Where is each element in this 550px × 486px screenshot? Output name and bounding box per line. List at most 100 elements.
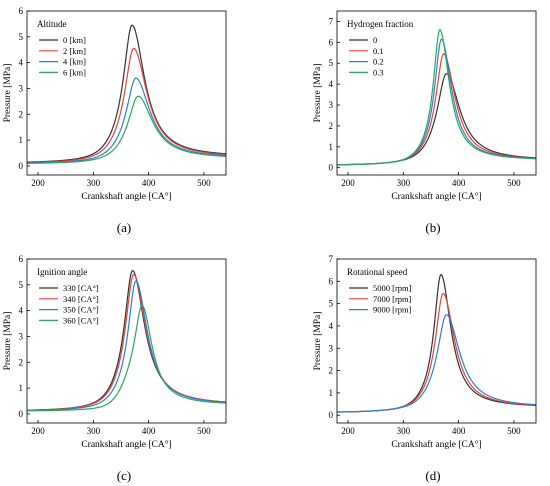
series-line-1 [336, 273, 537, 413]
legend-entry-3: 0.2 [373, 57, 384, 67]
chart-panel-1: 200 300 400 500 0 1 2 3 4 5 6 Crankshaft angle [CA°… [3, 6, 227, 235]
y-tick-label: 5 [19, 32, 24, 42]
series-line-4 [336, 29, 537, 166]
series-group [336, 29, 537, 166]
x-axis-label: Crankshaft angle [CA°] [391, 439, 481, 450]
y-tick-label: 5 [19, 280, 24, 290]
y-tick-label: 0 [329, 163, 334, 173]
y-tick-label: 1 [19, 135, 24, 145]
y-tick-label: 4 [329, 321, 334, 331]
x-tick-label: 500 [507, 426, 521, 436]
legend: Ignition angle 330 [CA°]340 [CA°]350 [CA°… [37, 267, 99, 325]
y-tick-label: 6 [329, 37, 334, 47]
x-tick-label: 400 [142, 178, 156, 188]
series-line-3 [336, 38, 537, 166]
legend: Altitude 0 [km]2 [km]4 [km]6 [km] [37, 19, 86, 77]
plot-frame [26, 258, 227, 424]
panel-label: (d) [425, 468, 440, 483]
x-tick-label: 300 [87, 178, 101, 188]
y-tick-label: 2 [329, 121, 334, 131]
legend: Rotational speed 5000 [rpm]7000 [rpm]9000… [347, 267, 412, 315]
x-tick-label: 300 [397, 178, 411, 188]
panel-label: (b) [425, 220, 440, 235]
series-line-1 [336, 73, 537, 166]
y-tick-label: 5 [329, 58, 334, 68]
y-axis-label: Pressure [MPa] [3, 312, 13, 371]
y-tick-label: 1 [329, 142, 334, 152]
x-tick-label: 300 [87, 426, 101, 436]
legend-entry-3: 9000 [rpm] [373, 305, 412, 315]
y-tick-label: 0 [19, 409, 24, 419]
x-axis-label: Crankshaft angle [CA°] [391, 191, 481, 202]
x-tick-label: 500 [507, 178, 521, 188]
chart-panel-3: 200 300 400 500 0 1 2 3 4 5 6 Crankshaft angle [CA°… [3, 254, 227, 483]
legend-title: Ignition angle [37, 267, 87, 277]
series-group [26, 269, 227, 412]
x-tick-label: 500 [197, 426, 211, 436]
x-tick-label: 300 [397, 426, 411, 436]
legend-entry-4: 360 [CA°] [63, 315, 99, 325]
series-group [336, 273, 537, 413]
x-tick-label: 200 [341, 426, 355, 436]
series-line-2 [336, 292, 537, 413]
plot-frame [26, 10, 227, 176]
y-tick-label: 3 [19, 83, 24, 93]
y-tick-label: 4 [19, 306, 24, 316]
y-axis-label: Pressure [MPa] [313, 64, 323, 123]
y-tick-label: 6 [19, 254, 24, 264]
series-line-2 [26, 47, 227, 164]
y-tick-label: 3 [329, 100, 334, 110]
legend-entry-4: 0.3 [373, 67, 384, 77]
y-tick-label: 4 [329, 79, 334, 89]
legend-entry-1: 5000 [rpm] [373, 283, 412, 293]
legend-entry-3: 4 [km] [63, 57, 86, 67]
y-tick-label: 3 [329, 343, 334, 353]
legend-entry-2: 0.1 [373, 46, 384, 56]
legend-entry-3: 350 [CA°] [63, 305, 99, 315]
legend-entry-1: 0 [km] [63, 35, 86, 45]
y-tick-label: 7 [329, 16, 334, 26]
series-line-4 [26, 95, 227, 164]
y-tick-label: 0 [19, 161, 24, 171]
legend-title: Altitude [37, 19, 67, 29]
y-tick-label: 1 [19, 383, 24, 393]
legend-entry-2: 7000 [rpm] [373, 294, 412, 304]
y-tick-label: 1 [329, 388, 334, 398]
y-tick-label: 2 [329, 366, 334, 376]
x-tick-label: 200 [341, 178, 355, 188]
x-tick-label: 500 [197, 178, 211, 188]
legend-entry-1: 0 [373, 35, 377, 45]
series-line-1 [26, 24, 227, 163]
y-tick-label: 6 [19, 6, 24, 16]
legend-entry-4: 6 [km] [63, 67, 86, 77]
x-tick-label: 400 [452, 178, 466, 188]
x-tick-label: 200 [31, 426, 45, 436]
y-tick-label: 7 [329, 254, 334, 264]
series-line-4 [26, 304, 227, 412]
x-axis-label: Crankshaft angle [CA°] [81, 439, 171, 450]
x-tick-label: 400 [452, 426, 466, 436]
chart-panel-4: 200 300 400 500 0 1 2 3 4 5 6 7 Crankshaft angle [CA… [313, 254, 537, 483]
series-line-3 [336, 314, 537, 413]
y-tick-label: 6 [329, 276, 334, 286]
series-line-3 [26, 280, 227, 412]
legend-entry-2: 2 [km] [63, 46, 86, 56]
y-tick-label: 5 [329, 299, 334, 309]
x-tick-label: 400 [142, 426, 156, 436]
y-tick-label: 3 [19, 331, 24, 341]
series-group [26, 24, 227, 164]
x-axis-label: Crankshaft angle [CA°] [81, 191, 171, 202]
legend: Hydrogen fraction 00.10.20.3 [347, 19, 414, 77]
legend-title: Hydrogen fraction [347, 19, 414, 29]
y-axis-label: Pressure [MPa] [313, 312, 323, 371]
x-tick-label: 200 [31, 178, 45, 188]
plot-frame [336, 10, 537, 176]
legend-entry-2: 340 [CA°] [63, 294, 99, 304]
series-line-3 [27, 77, 227, 164]
legend-entry-1: 330 [CA°] [63, 283, 99, 293]
y-axis-label: Pressure [MPa] [3, 64, 13, 123]
chart-panel-2: 200 300 400 500 0 1 2 3 4 5 6 7 Crankshaft angle [CA… [313, 10, 537, 235]
y-tick-label: 0 [329, 410, 334, 420]
legend-title: Rotational speed [347, 267, 408, 277]
